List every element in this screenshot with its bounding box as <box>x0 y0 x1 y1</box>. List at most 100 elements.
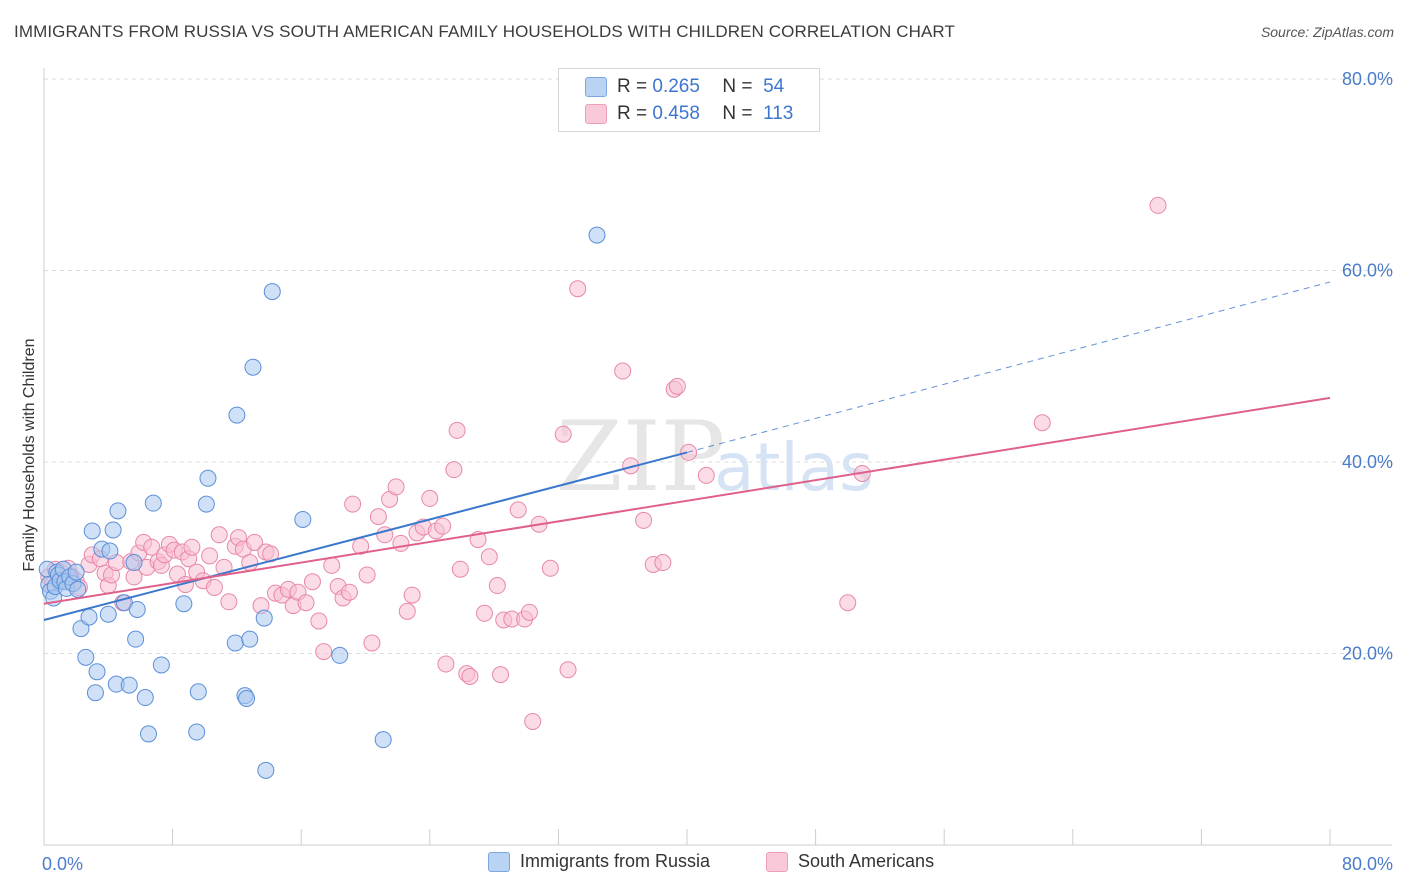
south-americans-point <box>541 559 559 577</box>
south-swatch <box>585 104 607 124</box>
russia-point <box>72 620 90 638</box>
russia-point <box>88 663 106 681</box>
russia-point <box>188 723 206 741</box>
legend-item-label: Immigrants from Russia <box>520 851 711 871</box>
russia-point <box>104 521 122 539</box>
russia-point <box>257 761 275 779</box>
axes <box>43 68 1392 846</box>
legend-row-russia: R = 0.265 N = 54 <box>559 74 784 100</box>
south-americans-point <box>310 612 328 630</box>
russia-point <box>197 495 215 513</box>
south-americans-point <box>697 466 715 484</box>
south-americans-point <box>569 280 587 298</box>
russia-point <box>152 656 170 674</box>
south-americans-point <box>559 661 577 679</box>
south-americans-point <box>403 586 421 604</box>
south-americans-point <box>654 554 672 572</box>
russia-point <box>244 358 262 376</box>
russia-trend-extension <box>686 281 1331 453</box>
south-americans-point <box>437 655 455 673</box>
y-tick-label: 40.0% <box>1342 452 1393 472</box>
legend-n-label: N = <box>722 103 753 124</box>
south-americans-point <box>635 511 653 529</box>
south-legend-swatch <box>766 851 788 872</box>
south-americans-point <box>614 362 632 380</box>
south-americans-point <box>387 478 405 496</box>
legend-item-south[interactable]: South Americans <box>766 851 934 872</box>
y-tick-label: 80.0% <box>1342 69 1393 89</box>
south-americans-point <box>205 578 223 596</box>
russia-point <box>77 648 95 666</box>
tick-labels: 20.0% 40.0% 60.0% 80.0% 0.0% 80.0% <box>42 69 1393 874</box>
south-americans-point <box>448 421 466 439</box>
south-americans-point <box>143 538 161 556</box>
russia-point <box>226 634 244 652</box>
y-axis-title: Family Households with Children <box>21 339 38 572</box>
south-americans-point <box>220 593 238 611</box>
south-americans-point <box>303 573 321 591</box>
grid-lines <box>44 78 1392 654</box>
south-americans-point <box>315 643 333 661</box>
russia-point <box>374 731 392 749</box>
russia-point <box>67 563 85 581</box>
stats-legend: R = 0.265 N = 54 R = 0.458 N = 113 <box>558 68 820 132</box>
south-americans-point <box>668 377 686 395</box>
watermark-zip: ZIP <box>556 401 725 513</box>
series-legend: Immigrants from Russia South Americans <box>0 851 1406 879</box>
south-americans-point <box>344 495 362 513</box>
south-americans-point <box>492 666 510 684</box>
russia-point <box>294 510 312 528</box>
russia-trend-line <box>43 451 688 621</box>
south-americans-point <box>461 667 479 685</box>
russia-point <box>228 406 246 424</box>
south-americans-point <box>297 594 315 612</box>
south-americans-point <box>358 566 376 584</box>
chart-title: IMMIGRANTS FROM RUSSIA VS SOUTH AMERICAN… <box>14 22 955 41</box>
russia-point <box>83 522 101 540</box>
legend-item-russia[interactable]: Immigrants from Russia <box>488 851 710 872</box>
legend-row-south: R = 0.458 N = 113 <box>559 101 793 127</box>
south-americans-point <box>183 538 201 556</box>
source-label: Source: ZipAtlas.com <box>1260 24 1394 40</box>
south-americans-point <box>445 461 463 479</box>
south-americans-points <box>40 196 1167 730</box>
russia-point <box>241 630 259 648</box>
south-americans-point <box>201 547 219 565</box>
russia-point <box>189 683 207 701</box>
legend-item-label: South Americans <box>798 851 935 871</box>
south-americans-point <box>421 489 439 507</box>
south-americans-point <box>246 533 264 551</box>
russia-point <box>238 690 256 708</box>
south-americans-point <box>839 594 857 612</box>
russia-points <box>38 226 606 779</box>
y-tick-label: 20.0% <box>1342 644 1393 664</box>
south-americans-point <box>398 602 416 620</box>
south-americans-point <box>480 548 498 566</box>
trend-lines <box>43 281 1331 621</box>
russia-point <box>125 554 143 572</box>
russia-point <box>80 608 98 626</box>
south-americans-point <box>520 603 538 621</box>
watermark-atlas: atlas <box>714 429 874 506</box>
russia-legend-swatch <box>488 851 510 872</box>
south-americans-point <box>524 712 542 730</box>
russia-point <box>101 542 119 560</box>
south-americans-trend-line <box>43 396 1331 605</box>
south-americans-point <box>340 583 358 601</box>
russia-point <box>175 595 193 613</box>
russia-point <box>127 630 145 648</box>
russia-point <box>263 283 281 301</box>
russia-swatch <box>585 77 607 97</box>
south-americans-point <box>369 508 387 526</box>
legend-r-label: R = <box>617 76 648 97</box>
russia-point <box>99 605 117 623</box>
legend-r-value: 0.265 <box>652 76 700 97</box>
legend-r-value: 0.458 <box>652 103 700 124</box>
russia-point <box>255 609 273 627</box>
russia-point <box>588 226 606 244</box>
russia-point <box>139 725 157 743</box>
legend-n-value: 54 <box>763 76 785 97</box>
south-americans-point <box>1149 196 1167 214</box>
south-americans-point <box>434 517 452 535</box>
